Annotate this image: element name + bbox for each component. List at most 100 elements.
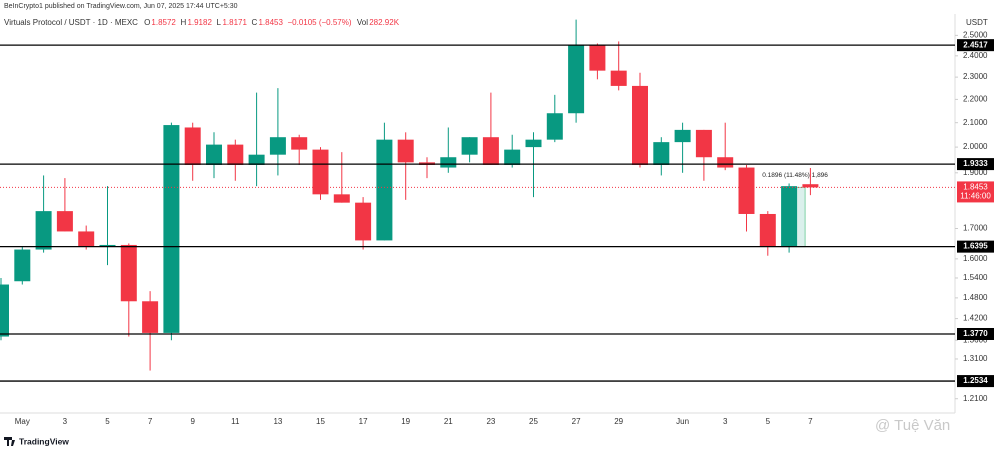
- logo-icon: [4, 437, 15, 446]
- candle-body: [78, 231, 95, 247]
- y-tick-label: 2.1000: [963, 118, 988, 127]
- candle-body: [14, 249, 31, 282]
- candle-body: [546, 113, 563, 140]
- candle-body: [291, 137, 308, 150]
- candle-body: [674, 129, 691, 143]
- candle-body: [781, 186, 798, 247]
- ohlc-key: H: [180, 18, 186, 27]
- logo: TradingView: [4, 436, 69, 446]
- level-label: 1.9333: [963, 159, 988, 168]
- ohlc-value: 1.8572: [151, 18, 176, 27]
- ohlc-value: 1.9182: [187, 18, 212, 27]
- candle-body: [525, 139, 542, 148]
- level-label: 1.3770: [963, 329, 988, 338]
- candle-body: [653, 142, 670, 165]
- y-tick-label: 2.5000: [963, 30, 988, 39]
- candle-body: [120, 244, 137, 302]
- volume-key: Vol: [357, 18, 368, 27]
- candle-body: [568, 45, 585, 114]
- x-tick-label: 25: [529, 417, 538, 426]
- candle-body: [184, 127, 201, 165]
- candle-body: [0, 284, 9, 337]
- currency: USDT: [966, 18, 988, 27]
- last-price-label: 1.8453: [963, 183, 988, 192]
- y-tick-label: 1.4800: [963, 293, 988, 302]
- x-tick-label: 7: [808, 417, 813, 426]
- candle-body: [35, 211, 52, 250]
- last-price-tag: [957, 181, 994, 203]
- candle-body: [248, 154, 265, 165]
- candle-body: [376, 139, 393, 241]
- candle-body: [163, 125, 180, 333]
- candle-body: [589, 45, 606, 71]
- candle-body: [802, 184, 819, 188]
- x-tick-label: 5: [105, 417, 110, 426]
- ohlc-key: O: [144, 18, 150, 27]
- x-tick-label: 3: [63, 417, 68, 426]
- y-tick-label: 1.7000: [963, 224, 988, 233]
- candle-body: [312, 149, 329, 195]
- x-tick-label: 29: [614, 417, 623, 426]
- candle-body: [717, 157, 734, 168]
- y-tick-label: 1.9000: [963, 168, 988, 177]
- countdown: 11:46:00: [960, 192, 991, 201]
- candle-body: [440, 157, 457, 168]
- y-tick-label: 2.2000: [963, 94, 988, 103]
- y-tick-label: 2.3000: [963, 72, 988, 81]
- level-tag: [957, 327, 994, 340]
- candle-body: [355, 202, 372, 241]
- x-tick-label: 3: [723, 417, 728, 426]
- level-tag: [957, 375, 994, 388]
- x-tick-label: 11: [231, 417, 240, 426]
- y-tick-label: 1.4200: [963, 314, 988, 323]
- change: −0.0105 (−0.57%): [287, 18, 351, 27]
- candle-body: [397, 139, 414, 163]
- candle-body: [99, 244, 116, 247]
- logo-text: TradingView: [19, 436, 69, 446]
- level-label: 2.4517: [963, 40, 988, 49]
- level-label: 1.6395: [963, 242, 988, 251]
- y-tick-label: 1.3100: [963, 354, 988, 363]
- ohlc-key: L: [216, 18, 221, 27]
- watermark: @ Tuệ Văn: [875, 417, 950, 434]
- ohlc-key: C: [251, 18, 257, 27]
- y-tick-label: 2.0000: [963, 142, 988, 151]
- y-tick-label: 2.4000: [963, 51, 988, 60]
- candle-body: [227, 144, 244, 165]
- candle-body: [333, 194, 350, 203]
- x-tick-label: 15: [316, 417, 325, 426]
- candle-body: [695, 129, 712, 158]
- y-tick-label: 1.2100: [963, 394, 988, 403]
- candle-body: [461, 137, 478, 155]
- candle-body: [206, 144, 222, 165]
- candle-body: [482, 137, 499, 165]
- volume-value: 282.92K: [369, 18, 399, 27]
- y-tick-label: 1.5400: [963, 273, 988, 282]
- level-tag: [957, 39, 994, 52]
- symbol: Virtuals Protocol / USDT · 1D · MEXC: [4, 18, 138, 27]
- x-tick-label: May: [15, 417, 30, 426]
- candle-body: [142, 301, 159, 333]
- candle-body: [269, 137, 286, 155]
- x-tick-label: Jun: [676, 417, 689, 426]
- x-tick-label: 9: [190, 417, 195, 426]
- y-tick-label: 1.6000: [963, 254, 988, 263]
- ohlc-value: 1.8171: [222, 18, 247, 27]
- x-tick-label: 17: [359, 417, 368, 426]
- x-tick-label: 21: [444, 417, 453, 426]
- x-tick-label: 19: [401, 417, 410, 426]
- candle-body: [504, 149, 521, 165]
- candle-body: [738, 167, 755, 214]
- level-tag: [957, 158, 994, 171]
- level-label: 1.2534: [963, 376, 988, 385]
- candle-body: [56, 211, 73, 232]
- x-tick-label: 5: [766, 417, 771, 426]
- candle-body: [759, 213, 776, 247]
- publisher: BeInCrypto1 published on TradingView.com…: [4, 3, 238, 10]
- x-tick-label: 13: [273, 417, 282, 426]
- x-tick-label: 23: [486, 417, 495, 426]
- ohlc-value: 1.8453: [258, 18, 283, 27]
- candle-body: [632, 85, 648, 165]
